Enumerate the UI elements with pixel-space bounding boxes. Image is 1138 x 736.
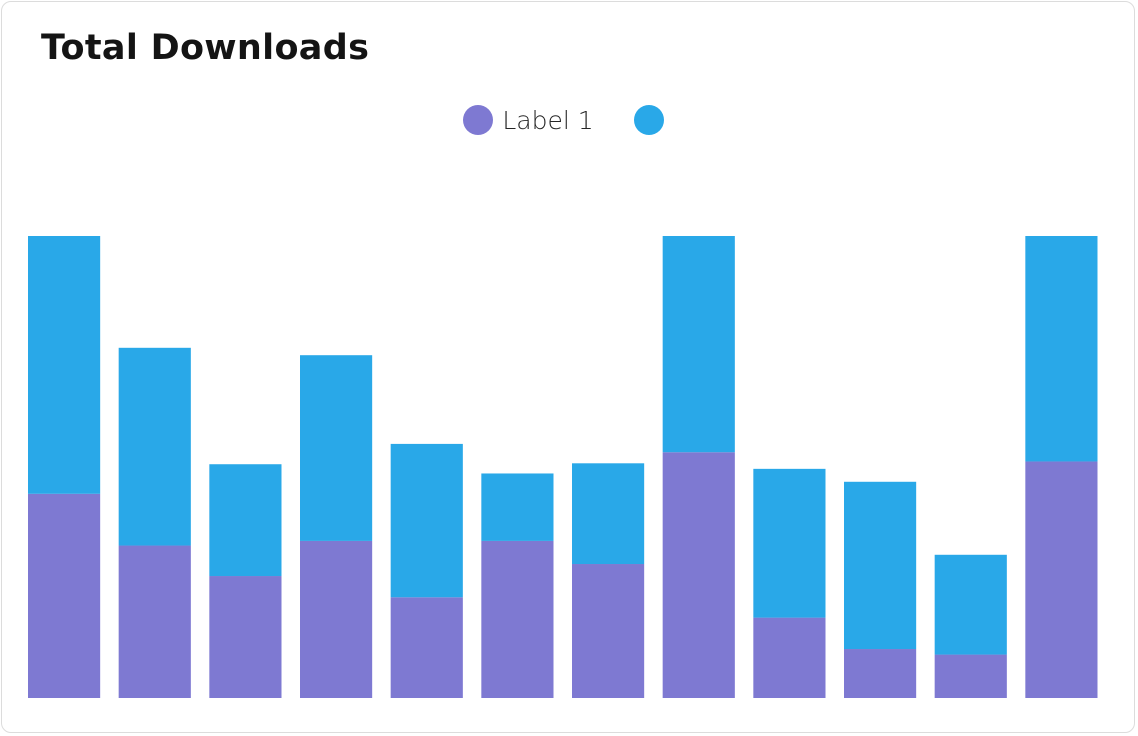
bar-segment-series-1-6[interactable] bbox=[481, 540, 554, 698]
bar-segment-series-2-8[interactable] bbox=[662, 236, 735, 453]
chart-legend: Label 1 bbox=[2, 102, 1134, 138]
bar-segment-series-1-1[interactable] bbox=[28, 493, 101, 698]
bar-segment-series-2-11[interactable] bbox=[934, 554, 1007, 655]
bar-segment-series-2-1[interactable] bbox=[28, 236, 101, 494]
legend-label-series-1: Label 1 bbox=[502, 105, 594, 135]
bar-segment-series-1-8[interactable] bbox=[662, 452, 735, 698]
bar-segment-series-2-12[interactable] bbox=[1025, 236, 1098, 462]
legend-item-series-1[interactable]: Label 1 bbox=[463, 105, 594, 135]
bar-segment-series-2-10[interactable] bbox=[844, 481, 917, 650]
bar-segment-series-1-9[interactable] bbox=[753, 617, 826, 698]
bar-segment-series-2-7[interactable] bbox=[572, 463, 645, 565]
bar-segment-series-2-9[interactable] bbox=[753, 468, 826, 618]
bar-segment-series-1-4[interactable] bbox=[300, 540, 373, 698]
bar-segment-series-2-4[interactable] bbox=[300, 355, 373, 541]
legend-swatch-series-2 bbox=[633, 105, 664, 135]
bar-segment-series-2-5[interactable] bbox=[390, 443, 463, 598]
bar-segment-series-1-11[interactable] bbox=[934, 654, 1007, 698]
legend-swatch-series-1 bbox=[463, 105, 494, 135]
legend-item-series-2[interactable] bbox=[633, 105, 673, 135]
chart-title: Total Downloads bbox=[41, 28, 370, 68]
bar-segment-series-1-10[interactable] bbox=[844, 649, 917, 698]
bar-segment-series-2-3[interactable] bbox=[209, 464, 282, 577]
bar-segment-series-1-3[interactable] bbox=[209, 576, 282, 698]
bar-segment-series-2-6[interactable] bbox=[481, 473, 554, 541]
bar-segment-series-1-5[interactable] bbox=[390, 597, 463, 698]
bar-segment-series-1-12[interactable] bbox=[1025, 461, 1098, 698]
bar-segment-series-1-2[interactable] bbox=[118, 545, 191, 698]
bar-segment-series-1-7[interactable] bbox=[572, 564, 645, 698]
bar-segment-series-2-2[interactable] bbox=[118, 347, 191, 546]
